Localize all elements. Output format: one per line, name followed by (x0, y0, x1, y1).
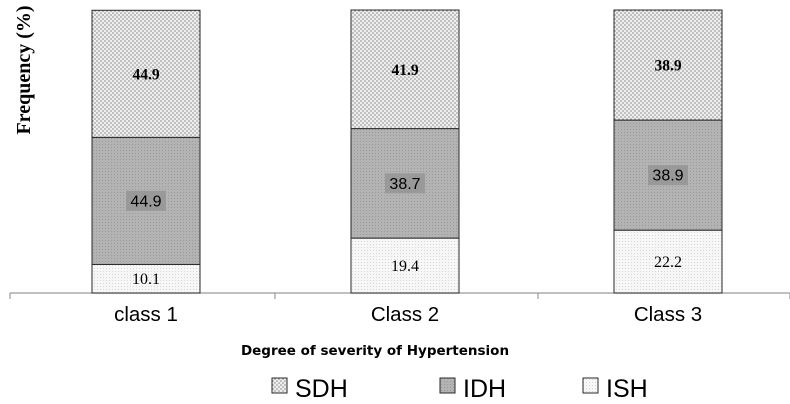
data-label-idh-cat2: 38.7 (389, 176, 420, 193)
bar-ish-cat2 (350, 237, 460, 294)
y-axis-title: Frequency (%) (13, 5, 35, 134)
x-tick-label-1: class 1 (114, 303, 178, 326)
x-ticks-layer: class 1 Class 2 Class 3 (9, 293, 790, 326)
legend-label-ish: ISH (606, 375, 648, 403)
legend-swatch-ish (582, 377, 599, 394)
data-label-idh-cat3: 38.9 (652, 168, 683, 185)
data-label-ish-cat1: 10.1 (132, 271, 160, 288)
bar-ish-cat1 (91, 263, 201, 294)
data-label-bg-idh-cat3 (648, 165, 688, 186)
legend-swatch-idh (439, 377, 456, 394)
legend-label-sdh: SDH (295, 375, 348, 403)
x-axis-title: Degree of severity of Hypertension (241, 343, 509, 359)
bars-layer: 10.1 44.9 44.9 19.4 38.7 41.9 22.2 38.9 38.9 (91, 9, 723, 294)
data-label-ish-cat2: 19.4 (391, 258, 419, 275)
data-label-bg-idh-cat2 (385, 173, 425, 194)
data-label-sdh-cat1: 44.9 (132, 66, 159, 83)
data-label-sdh-cat3: 38.9 (654, 58, 681, 75)
bar-sdh-cat2 (350, 9, 460, 130)
bar-sdh-cat3 (613, 9, 723, 121)
x-tick-label-3: Class 3 (634, 303, 702, 326)
bar-ish-cat3 (613, 229, 723, 294)
bar-sdh-cat1 (91, 9, 201, 138)
legend-swatch-sdh (271, 377, 288, 394)
legend-label-idh: IDH (463, 375, 506, 403)
data-label-idh-cat1: 44.9 (130, 193, 161, 210)
data-label-sdh-cat2: 41.9 (391, 62, 418, 79)
x-tick-label-2: Class 2 (371, 303, 439, 326)
data-label-bg-idh-cat1 (126, 190, 166, 211)
data-label-ish-cat3: 22.2 (654, 254, 682, 271)
legend: SDH IDH ISH (271, 375, 648, 403)
